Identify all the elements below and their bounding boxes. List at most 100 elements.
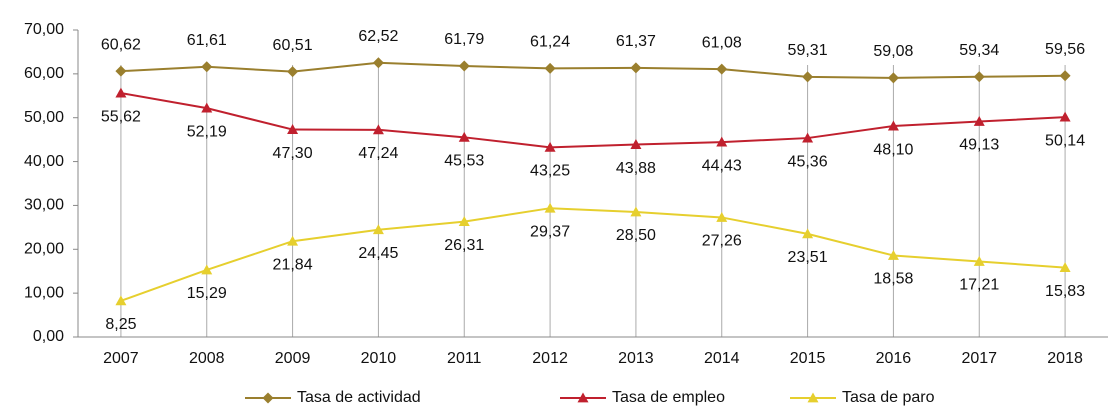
data-point xyxy=(802,71,814,83)
data-label: 23,51 xyxy=(788,249,828,266)
data-label: 60,62 xyxy=(101,36,141,53)
data-point xyxy=(887,250,899,260)
data-label: 55,62 xyxy=(101,108,141,125)
data-point xyxy=(887,72,899,84)
data-label: 52,19 xyxy=(187,123,227,140)
data-point xyxy=(630,206,642,217)
data-point xyxy=(201,102,213,113)
x-tick-label: 2011 xyxy=(447,350,482,367)
x-tick-label: 2014 xyxy=(704,350,740,367)
data-point xyxy=(1059,111,1071,122)
data-point xyxy=(973,116,985,126)
data-point xyxy=(544,141,556,152)
data-label: 47,30 xyxy=(273,145,313,162)
data-point xyxy=(458,216,470,227)
x-tick-label: 2017 xyxy=(961,350,997,367)
x-tick-label: 2010 xyxy=(361,350,397,367)
y-tick-label: 70,00 xyxy=(24,21,64,38)
data-point xyxy=(802,132,814,143)
data-label: 61,37 xyxy=(616,33,656,50)
data-label: 48,10 xyxy=(873,141,913,158)
data-point xyxy=(458,131,470,142)
data-label: 21,84 xyxy=(273,256,313,273)
y-tick-label: 40,00 xyxy=(24,153,64,170)
legend-label: Tasa de paro xyxy=(842,389,935,406)
data-point xyxy=(372,124,384,135)
data-label: 45,53 xyxy=(444,153,484,170)
data-label: 59,56 xyxy=(1045,41,1085,58)
data-point xyxy=(287,124,299,134)
data-point xyxy=(1059,262,1071,272)
data-point xyxy=(544,62,556,74)
y-tick-label: 20,00 xyxy=(24,241,64,258)
y-tick-label: 10,00 xyxy=(24,284,64,301)
data-label: 50,14 xyxy=(1045,132,1085,149)
data-label: 49,13 xyxy=(959,137,999,154)
data-point xyxy=(973,256,985,266)
x-tick-label: 2007 xyxy=(103,350,139,367)
data-label: 43,88 xyxy=(616,160,656,177)
legend-label: Tasa de empleo xyxy=(612,389,725,406)
data-point xyxy=(287,66,299,78)
data-label: 26,31 xyxy=(444,237,484,254)
data-label: 43,25 xyxy=(530,163,570,180)
data-point xyxy=(115,87,127,98)
x-tick-label: 2016 xyxy=(876,350,912,367)
data-point xyxy=(115,65,127,77)
data-point xyxy=(973,71,985,83)
data-label: 28,50 xyxy=(616,227,656,244)
data-label: 61,08 xyxy=(702,34,742,51)
data-point xyxy=(887,120,899,131)
y-tick-label: 50,00 xyxy=(24,109,64,126)
series-line xyxy=(120,207,1066,302)
y-tick-label: 60,00 xyxy=(24,65,64,82)
data-point xyxy=(1059,70,1071,82)
data-label: 61,24 xyxy=(530,34,570,51)
data-label: 47,24 xyxy=(358,145,398,162)
data-label: 59,31 xyxy=(788,42,828,59)
data-label: 61,61 xyxy=(187,32,227,49)
data-label: 15,29 xyxy=(187,285,227,302)
data-point xyxy=(372,57,384,69)
legend-marker xyxy=(262,392,274,404)
data-label: 24,45 xyxy=(358,245,398,262)
data-point xyxy=(630,62,642,74)
data-point xyxy=(458,60,470,72)
data-point xyxy=(115,295,127,306)
legend-marker xyxy=(807,392,819,403)
legend-marker xyxy=(577,392,589,403)
data-label: 59,08 xyxy=(873,43,913,60)
data-label: 17,21 xyxy=(959,277,999,294)
y-tick-label: 0,00 xyxy=(33,328,64,345)
data-point xyxy=(544,202,556,213)
data-point xyxy=(630,139,642,149)
data-label: 15,83 xyxy=(1045,283,1085,300)
legend-label: Tasa de actividad xyxy=(297,389,421,406)
data-label: 62,52 xyxy=(358,28,398,45)
data-label: 27,26 xyxy=(702,233,742,250)
data-point xyxy=(372,224,384,235)
data-point xyxy=(287,235,299,246)
data-label: 60,51 xyxy=(273,37,313,54)
data-point xyxy=(716,211,728,222)
series-line xyxy=(120,92,1066,149)
data-point xyxy=(201,264,213,275)
series-line xyxy=(120,61,1066,79)
data-point xyxy=(802,228,814,239)
data-label: 18,58 xyxy=(873,271,913,288)
y-tick-label: 30,00 xyxy=(24,197,64,214)
data-label: 29,37 xyxy=(530,223,570,240)
x-tick-label: 2012 xyxy=(532,350,568,367)
data-label: 45,36 xyxy=(788,153,828,170)
data-label: 61,79 xyxy=(444,31,484,48)
x-tick-label: 2018 xyxy=(1047,350,1083,367)
data-point xyxy=(201,61,213,73)
x-tick-label: 2015 xyxy=(790,350,826,367)
data-label: 8,25 xyxy=(105,316,136,333)
x-tick-label: 2013 xyxy=(618,350,654,367)
data-point xyxy=(716,136,728,147)
data-point xyxy=(716,63,728,75)
data-label: 59,34 xyxy=(959,42,999,59)
data-label: 44,43 xyxy=(702,157,742,174)
